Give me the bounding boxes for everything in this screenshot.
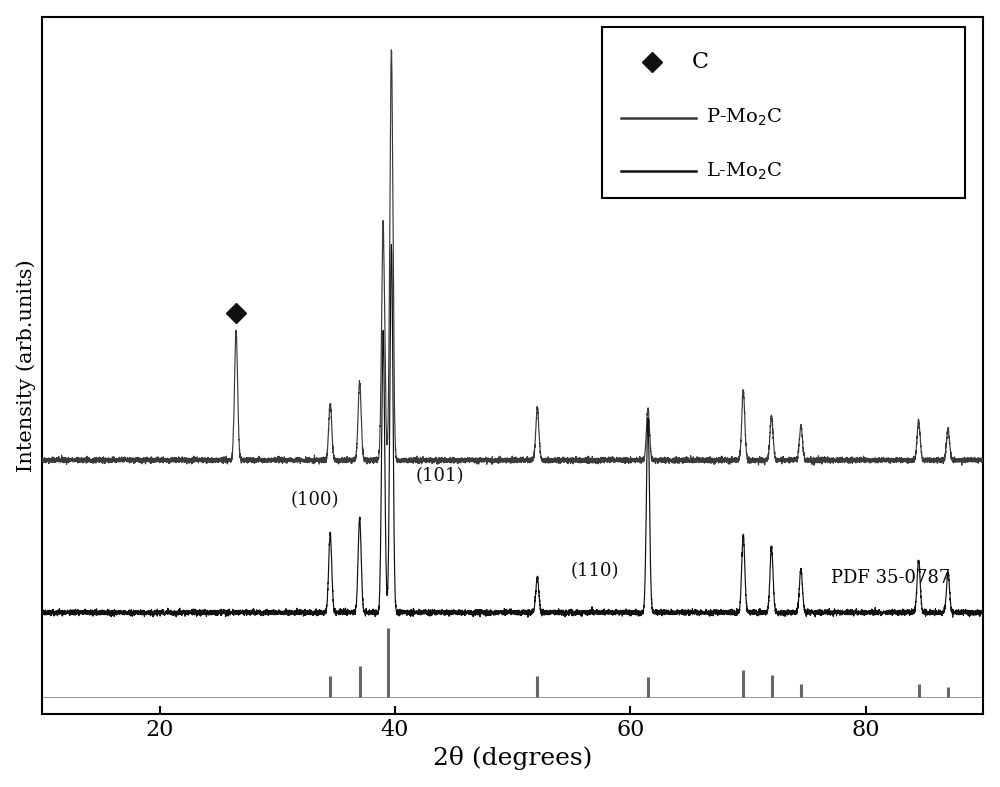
FancyBboxPatch shape (602, 27, 965, 198)
Text: C: C (691, 51, 708, 73)
Text: (110): (110) (571, 562, 619, 580)
Text: L-Mo$_2$C: L-Mo$_2$C (706, 161, 782, 182)
Text: (100): (100) (291, 491, 339, 509)
X-axis label: 2θ (degrees): 2θ (degrees) (433, 746, 592, 770)
Text: P-Mo$_2$C: P-Mo$_2$C (706, 107, 782, 128)
Text: PDF 35-0787: PDF 35-0787 (831, 569, 950, 587)
Y-axis label: Intensity (arb.units): Intensity (arb.units) (17, 259, 36, 471)
Text: (101): (101) (416, 467, 465, 486)
